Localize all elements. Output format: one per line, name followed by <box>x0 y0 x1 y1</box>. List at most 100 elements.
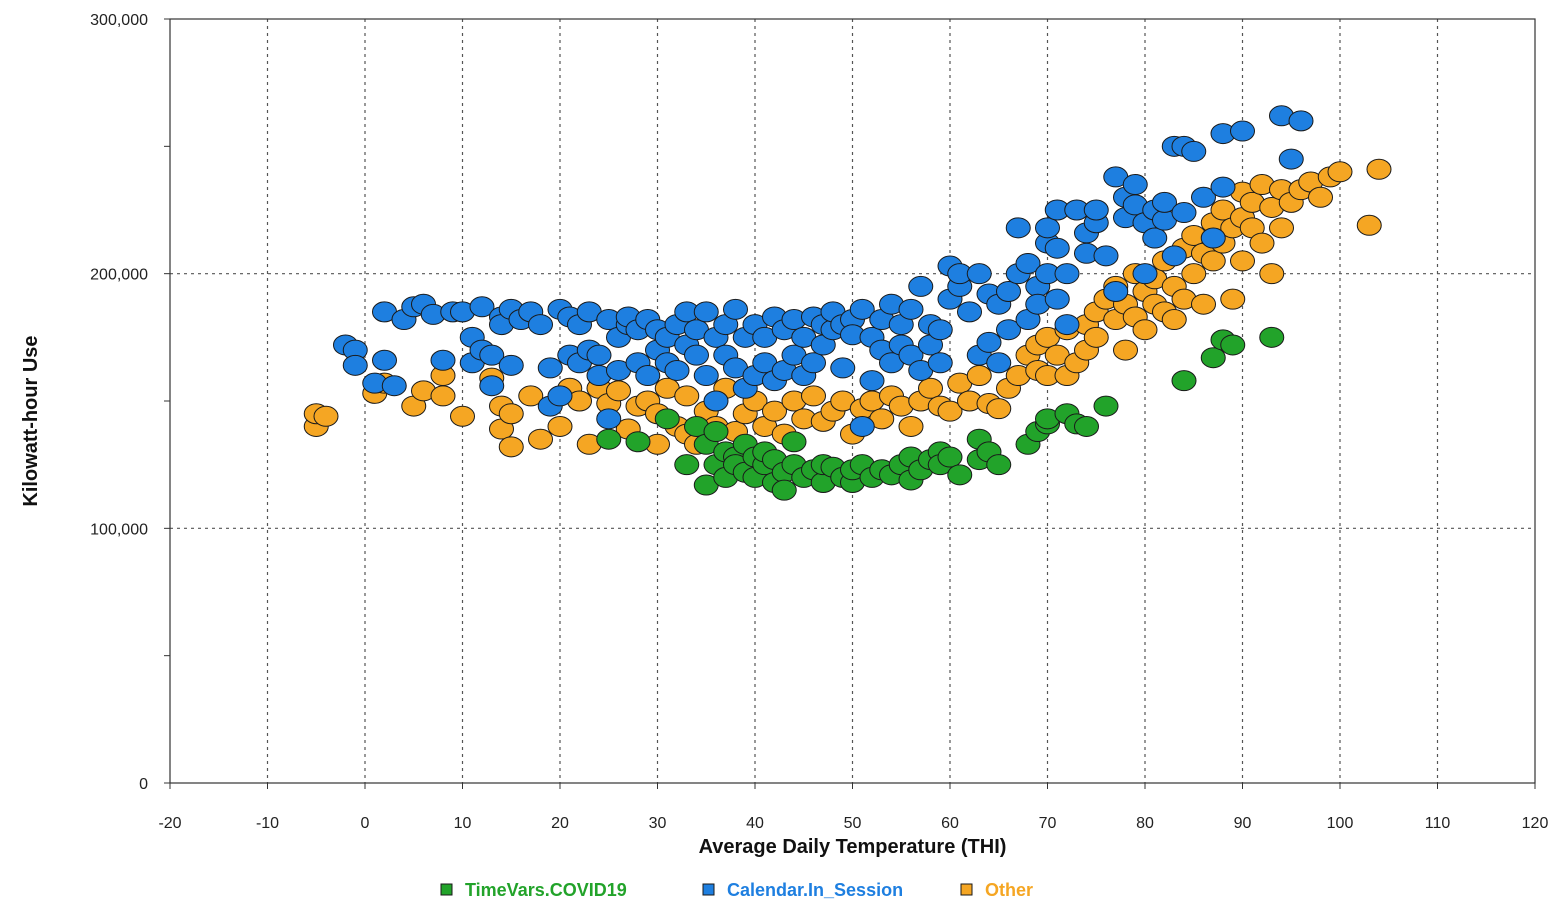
data-point-other <box>1356 214 1382 236</box>
legend: TimeVars.COVID19 Calendar.In_Session Other <box>440 880 1033 900</box>
x-axis-ticks: -20 -10 0 10 20 30 40 50 60 70 80 90 100 110 120 <box>158 783 1548 832</box>
data-point-calendar-in-session <box>528 314 553 336</box>
x-tick-label: 0 <box>361 815 370 832</box>
data-point-calendar-in-session <box>469 296 495 318</box>
data-point-calendar-in-session <box>1122 174 1148 196</box>
data-point-calendar-in-session <box>635 365 661 387</box>
y-tick-label: 0 <box>139 776 148 793</box>
data-point-calendar-in-session <box>693 301 719 323</box>
data-point-calendar-in-session <box>996 319 1021 341</box>
data-point-timevars-covid19 <box>596 428 622 450</box>
x-tick-label: -20 <box>158 815 181 832</box>
x-tick-label: 70 <box>1039 815 1057 832</box>
data-point-calendar-in-session <box>1278 148 1304 170</box>
x-tick-label: 40 <box>746 815 764 832</box>
data-point-calendar-in-session <box>1142 227 1168 249</box>
data-point-other <box>1132 319 1158 341</box>
data-point-other <box>801 385 826 407</box>
data-point-calendar-in-session <box>1288 110 1314 132</box>
data-points <box>303 105 1392 501</box>
data-point-calendar-in-session <box>1152 191 1177 213</box>
data-point-calendar-in-session <box>1093 245 1119 267</box>
data-point-other <box>898 415 924 437</box>
data-point-calendar-in-session <box>479 344 505 366</box>
data-point-timevars-covid19 <box>703 421 729 443</box>
x-tick-label: -10 <box>256 815 279 832</box>
data-point-other <box>762 400 787 422</box>
data-point-calendar-in-session <box>479 375 505 397</box>
data-point-other <box>1308 186 1333 208</box>
data-point-calendar-in-session <box>1015 252 1041 274</box>
data-point-calendar-in-session <box>684 344 709 366</box>
data-point-other <box>918 377 943 399</box>
data-point-calendar-in-session <box>547 385 573 407</box>
data-point-calendar-in-session <box>342 354 368 376</box>
data-point-calendar-in-session <box>664 359 690 381</box>
data-point-calendar-in-session <box>1210 176 1236 198</box>
data-point-calendar-in-session <box>996 280 1021 302</box>
data-point-calendar-in-session <box>859 370 885 392</box>
data-point-calendar-in-session <box>976 331 1002 353</box>
data-point-other <box>986 398 1012 420</box>
data-point-other <box>1230 250 1255 272</box>
data-point-calendar-in-session <box>966 263 992 285</box>
legend-label: TimeVars.COVID19 <box>465 880 627 900</box>
y-axis-title: Kilowatt-hour Use <box>20 335 42 506</box>
data-point-calendar-in-session <box>1103 280 1129 302</box>
data-point-timevars-covid19 <box>674 454 700 476</box>
data-point-timevars-covid19 <box>937 446 963 468</box>
data-point-calendar-in-session <box>1132 263 1158 285</box>
data-point-calendar-in-session <box>537 357 563 379</box>
grid <box>170 19 1535 783</box>
data-point-other <box>1113 339 1138 361</box>
data-point-timevars-covid19 <box>1171 370 1197 392</box>
data-point-other <box>1200 250 1226 272</box>
data-point-other <box>937 400 963 422</box>
data-point-timevars-covid19 <box>771 479 797 501</box>
data-point-timevars-covid19 <box>1220 334 1246 356</box>
data-point-other <box>430 385 456 407</box>
data-point-calendar-in-session <box>1044 288 1070 310</box>
data-point-calendar-in-session <box>703 390 729 412</box>
legend-label: Other <box>985 880 1033 900</box>
data-point-other <box>313 405 339 427</box>
data-point-calendar-in-session <box>381 375 407 397</box>
y-tick-label: 300,000 <box>90 12 148 29</box>
data-point-calendar-in-session <box>1191 186 1216 208</box>
y-tick-label: 200,000 <box>90 267 148 284</box>
x-axis-title: Average Daily Temperature (THI) <box>699 836 1007 858</box>
data-point-other <box>966 365 992 387</box>
y-axis-ticks: 0 100,000 200,000 300,000 <box>90 12 170 793</box>
data-point-other <box>1191 293 1216 315</box>
data-point-timevars-covid19 <box>625 431 651 453</box>
data-point-calendar-in-session <box>1054 263 1080 285</box>
x-tick-label: 20 <box>551 815 569 832</box>
data-point-other <box>1220 288 1246 310</box>
data-point-calendar-in-session <box>849 415 875 437</box>
data-point-calendar-in-session <box>1005 217 1031 239</box>
x-tick-label: 100 <box>1327 815 1354 832</box>
data-point-calendar-in-session <box>430 349 456 371</box>
data-point-other <box>1161 309 1187 331</box>
x-tick-label: 30 <box>649 815 667 832</box>
legend-swatch <box>440 883 453 896</box>
data-point-calendar-in-session <box>693 365 719 387</box>
data-point-calendar-in-session <box>957 301 982 323</box>
data-point-timevars-covid19 <box>1200 347 1226 369</box>
data-point-timevars-covid19 <box>986 454 1012 476</box>
legend-swatch <box>702 883 715 896</box>
data-point-calendar-in-session <box>801 352 826 374</box>
data-point-timevars-covid19 <box>947 464 973 486</box>
data-point-calendar-in-session <box>927 352 953 374</box>
data-point-other <box>528 428 553 450</box>
data-point-calendar-in-session <box>1161 245 1187 267</box>
data-point-other <box>1249 232 1275 254</box>
data-point-timevars-covid19 <box>1074 415 1099 437</box>
data-point-calendar-in-session <box>1035 217 1060 239</box>
data-point-other <box>450 405 475 427</box>
data-point-calendar-in-session <box>1181 140 1207 162</box>
legend-swatch <box>960 883 973 896</box>
x-tick-label: 10 <box>454 815 472 832</box>
data-point-other <box>498 436 524 458</box>
